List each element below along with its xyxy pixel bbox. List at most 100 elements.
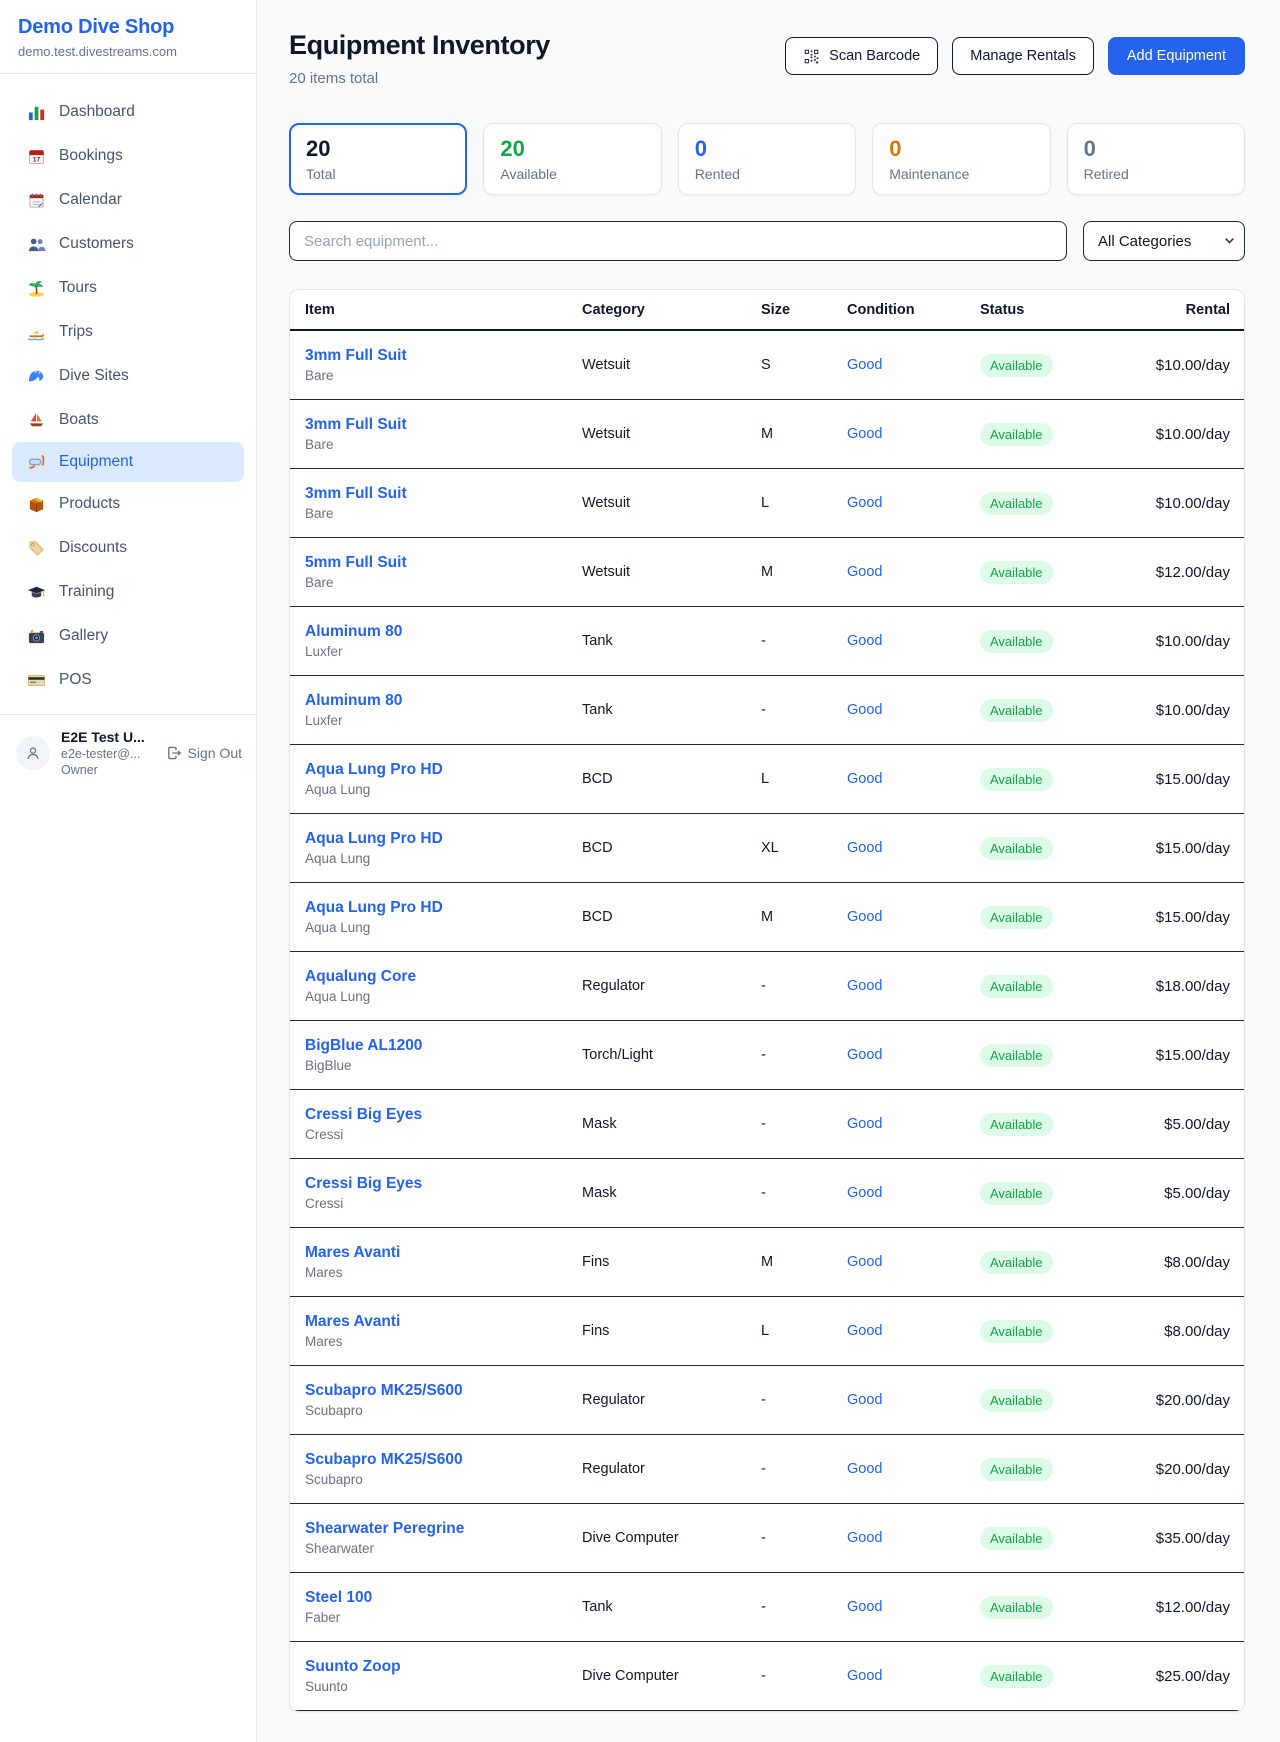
- table-row: Scubapro MK25/S600 Scubapro Regulator - …: [290, 1366, 1244, 1435]
- add-equipment-label: Add Equipment: [1126, 48, 1226, 64]
- item-cell: Aluminum 80 Luxfer: [305, 623, 582, 659]
- status-badge: Available: [980, 1112, 1053, 1136]
- sidebar-item-products[interactable]: Products: [0, 482, 256, 526]
- category-select[interactable]: All Categories: [1083, 221, 1245, 261]
- stat-card-maintenance[interactable]: 0 Maintenance: [872, 123, 1051, 195]
- main-content: Equipment Inventory 20 items total Scan …: [257, 0, 1280, 1742]
- item-size: -: [761, 1668, 766, 1684]
- condition-link[interactable]: Good: [847, 1185, 883, 1201]
- scan-barcode-button[interactable]: Scan Barcode: [785, 37, 939, 75]
- condition-link[interactable]: Good: [847, 1392, 883, 1408]
- condition-link[interactable]: Good: [847, 357, 883, 373]
- condition-link[interactable]: Good: [847, 771, 883, 787]
- status-badge: Available: [980, 1664, 1053, 1688]
- item-link[interactable]: 3mm Full Suit: [305, 416, 407, 433]
- column-header-condition: Condition: [847, 301, 915, 318]
- item-link[interactable]: Aqua Lung Pro HD: [305, 830, 443, 847]
- condition-link[interactable]: Good: [847, 1323, 883, 1339]
- item-link[interactable]: Aqua Lung Pro HD: [305, 899, 443, 916]
- sidebar-item-tours[interactable]: Tours: [0, 266, 256, 310]
- sidebar-item-gallery[interactable]: Gallery: [0, 614, 256, 658]
- item-rental: $10.00/day: [1155, 494, 1230, 512]
- item-link[interactable]: Steel 100: [305, 1589, 373, 1606]
- condition-link[interactable]: Good: [847, 978, 883, 994]
- item-link[interactable]: Aqualung Core: [305, 968, 417, 985]
- sign-out-button[interactable]: Sign Out: [166, 745, 242, 761]
- condition-link[interactable]: Good: [847, 1461, 883, 1477]
- item-link[interactable]: Mares Avanti: [305, 1244, 401, 1261]
- item-link[interactable]: 3mm Full Suit: [305, 347, 407, 364]
- status-badge: Available: [980, 1319, 1053, 1343]
- sidebar-item-boats[interactable]: Boats: [0, 398, 256, 442]
- discounts-icon: [26, 538, 46, 558]
- sidebar-item-discounts[interactable]: Discounts: [0, 526, 256, 570]
- condition-link[interactable]: Good: [847, 633, 883, 649]
- item-link[interactable]: Suunto Zoop: [305, 1658, 401, 1675]
- item-link[interactable]: Aluminum 80: [305, 623, 403, 640]
- condition-link[interactable]: Good: [847, 702, 883, 718]
- sidebar-item-equipment[interactable]: Equipment: [12, 442, 244, 482]
- item-link[interactable]: Mares Avanti: [305, 1313, 401, 1330]
- sidebar-item-dashboard[interactable]: Dashboard: [0, 90, 256, 134]
- item-link[interactable]: 3mm Full Suit: [305, 485, 407, 502]
- column-header-size: Size: [761, 301, 791, 318]
- condition-link[interactable]: Good: [847, 1530, 883, 1546]
- item-category: Mask: [582, 1185, 617, 1201]
- item-size: -: [761, 1392, 766, 1408]
- sidebar-item-bookings[interactable]: 17 Bookings: [0, 134, 256, 178]
- item-brand: Luxfer: [305, 713, 343, 728]
- item-cell: Steel 100 Faber: [305, 1589, 582, 1625]
- sidebar-item-dive-sites[interactable]: Dive Sites: [0, 354, 256, 398]
- condition-link[interactable]: Good: [847, 1668, 883, 1684]
- sidebar-item-customers[interactable]: Customers: [0, 222, 256, 266]
- item-link[interactable]: Aluminum 80: [305, 692, 403, 709]
- stat-card-available[interactable]: 20 Available: [483, 123, 662, 195]
- sidebar-item-trips[interactable]: Trips: [0, 310, 256, 354]
- item-link[interactable]: Shearwater Peregrine: [305, 1520, 465, 1537]
- item-category: Tank: [582, 702, 613, 718]
- condition-link[interactable]: Good: [847, 495, 883, 511]
- item-brand: Shearwater: [305, 1541, 375, 1556]
- condition-link[interactable]: Good: [847, 1116, 883, 1132]
- item-link[interactable]: Cressi Big Eyes: [305, 1106, 423, 1123]
- condition-link[interactable]: Good: [847, 564, 883, 580]
- item-size: -: [761, 1047, 766, 1063]
- bookings-icon: 17: [26, 146, 46, 166]
- item-link[interactable]: Cressi Big Eyes: [305, 1175, 423, 1192]
- item-category: Mask: [582, 1116, 617, 1132]
- sign-out-label: Sign Out: [187, 745, 242, 761]
- item-link[interactable]: Scubapro MK25/S600: [305, 1382, 463, 1399]
- item-link[interactable]: BigBlue AL1200: [305, 1037, 423, 1054]
- item-rental: $5.00/day: [1164, 1115, 1230, 1133]
- item-brand: Mares: [305, 1265, 343, 1280]
- condition-link[interactable]: Good: [847, 1599, 883, 1615]
- add-equipment-button[interactable]: Add Equipment: [1107, 37, 1245, 75]
- manage-rentals-button[interactable]: Manage Rentals: [952, 37, 1094, 75]
- item-cell: Cressi Big Eyes Cressi: [305, 1175, 582, 1211]
- condition-link[interactable]: Good: [847, 1254, 883, 1270]
- stat-card-total[interactable]: 20 Total: [289, 123, 468, 195]
- item-link[interactable]: 5mm Full Suit: [305, 554, 407, 571]
- condition-link[interactable]: Good: [847, 840, 883, 856]
- item-brand: Aqua Lung: [305, 782, 371, 797]
- stat-card-retired[interactable]: 0 Retired: [1066, 123, 1245, 195]
- sidebar-item-calendar[interactable]: Calendar: [0, 178, 256, 222]
- sidebar-item-training[interactable]: Training: [0, 570, 256, 614]
- table-row: Aqualung Core Aqua Lung Regulator - Good…: [290, 952, 1244, 1021]
- svg-text:17: 17: [32, 156, 40, 163]
- item-cell: BigBlue AL1200 BigBlue: [305, 1037, 582, 1073]
- condition-link[interactable]: Good: [847, 426, 883, 442]
- stat-card-rented[interactable]: 0 Rented: [677, 123, 857, 195]
- items-total: 20 items total: [289, 70, 379, 87]
- condition-link[interactable]: Good: [847, 909, 883, 925]
- condition-link[interactable]: Good: [847, 1047, 883, 1063]
- search-input[interactable]: [289, 221, 1067, 261]
- item-rental: $10.00/day: [1155, 701, 1230, 719]
- item-link[interactable]: Scubapro MK25/S600: [305, 1451, 463, 1468]
- header-actions: Scan Barcode Manage Rentals Add Equipmen…: [785, 37, 1245, 75]
- status-badge: Available: [980, 1526, 1053, 1550]
- sidebar-item-pos[interactable]: POS: [0, 658, 256, 702]
- user-name: E2E Test U...: [61, 729, 145, 745]
- item-link[interactable]: Aqua Lung Pro HD: [305, 761, 443, 778]
- item-rental: $10.00/day: [1155, 356, 1230, 374]
